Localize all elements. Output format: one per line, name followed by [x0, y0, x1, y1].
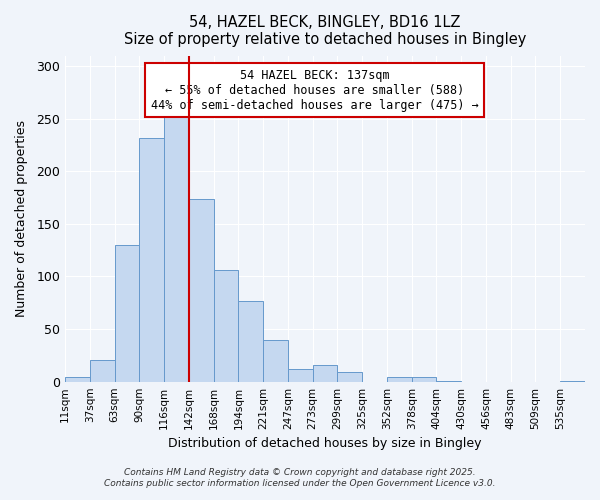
Bar: [238, 300, 263, 382]
Bar: [288, 369, 313, 382]
Bar: [436, 380, 461, 382]
Bar: [139, 138, 164, 382]
Bar: [560, 380, 585, 382]
X-axis label: Distribution of detached houses by size in Bingley: Distribution of detached houses by size …: [168, 437, 482, 450]
Title: 54, HAZEL BECK, BINGLEY, BD16 1LZ
Size of property relative to detached houses i: 54, HAZEL BECK, BINGLEY, BD16 1LZ Size o…: [124, 15, 526, 48]
Text: Contains HM Land Registry data © Crown copyright and database right 2025.
Contai: Contains HM Land Registry data © Crown c…: [104, 468, 496, 487]
Bar: [313, 365, 337, 382]
Bar: [214, 270, 238, 382]
Y-axis label: Number of detached properties: Number of detached properties: [15, 120, 28, 317]
Bar: [337, 372, 362, 382]
Bar: [189, 198, 214, 382]
Bar: [263, 340, 288, 382]
Bar: [164, 116, 189, 382]
Bar: [387, 378, 412, 382]
Bar: [412, 378, 436, 382]
Bar: [65, 378, 90, 382]
Bar: [115, 245, 139, 382]
Text: 54 HAZEL BECK: 137sqm
← 55% of detached houses are smaller (588)
44% of semi-det: 54 HAZEL BECK: 137sqm ← 55% of detached …: [151, 68, 479, 112]
Bar: [90, 360, 115, 382]
